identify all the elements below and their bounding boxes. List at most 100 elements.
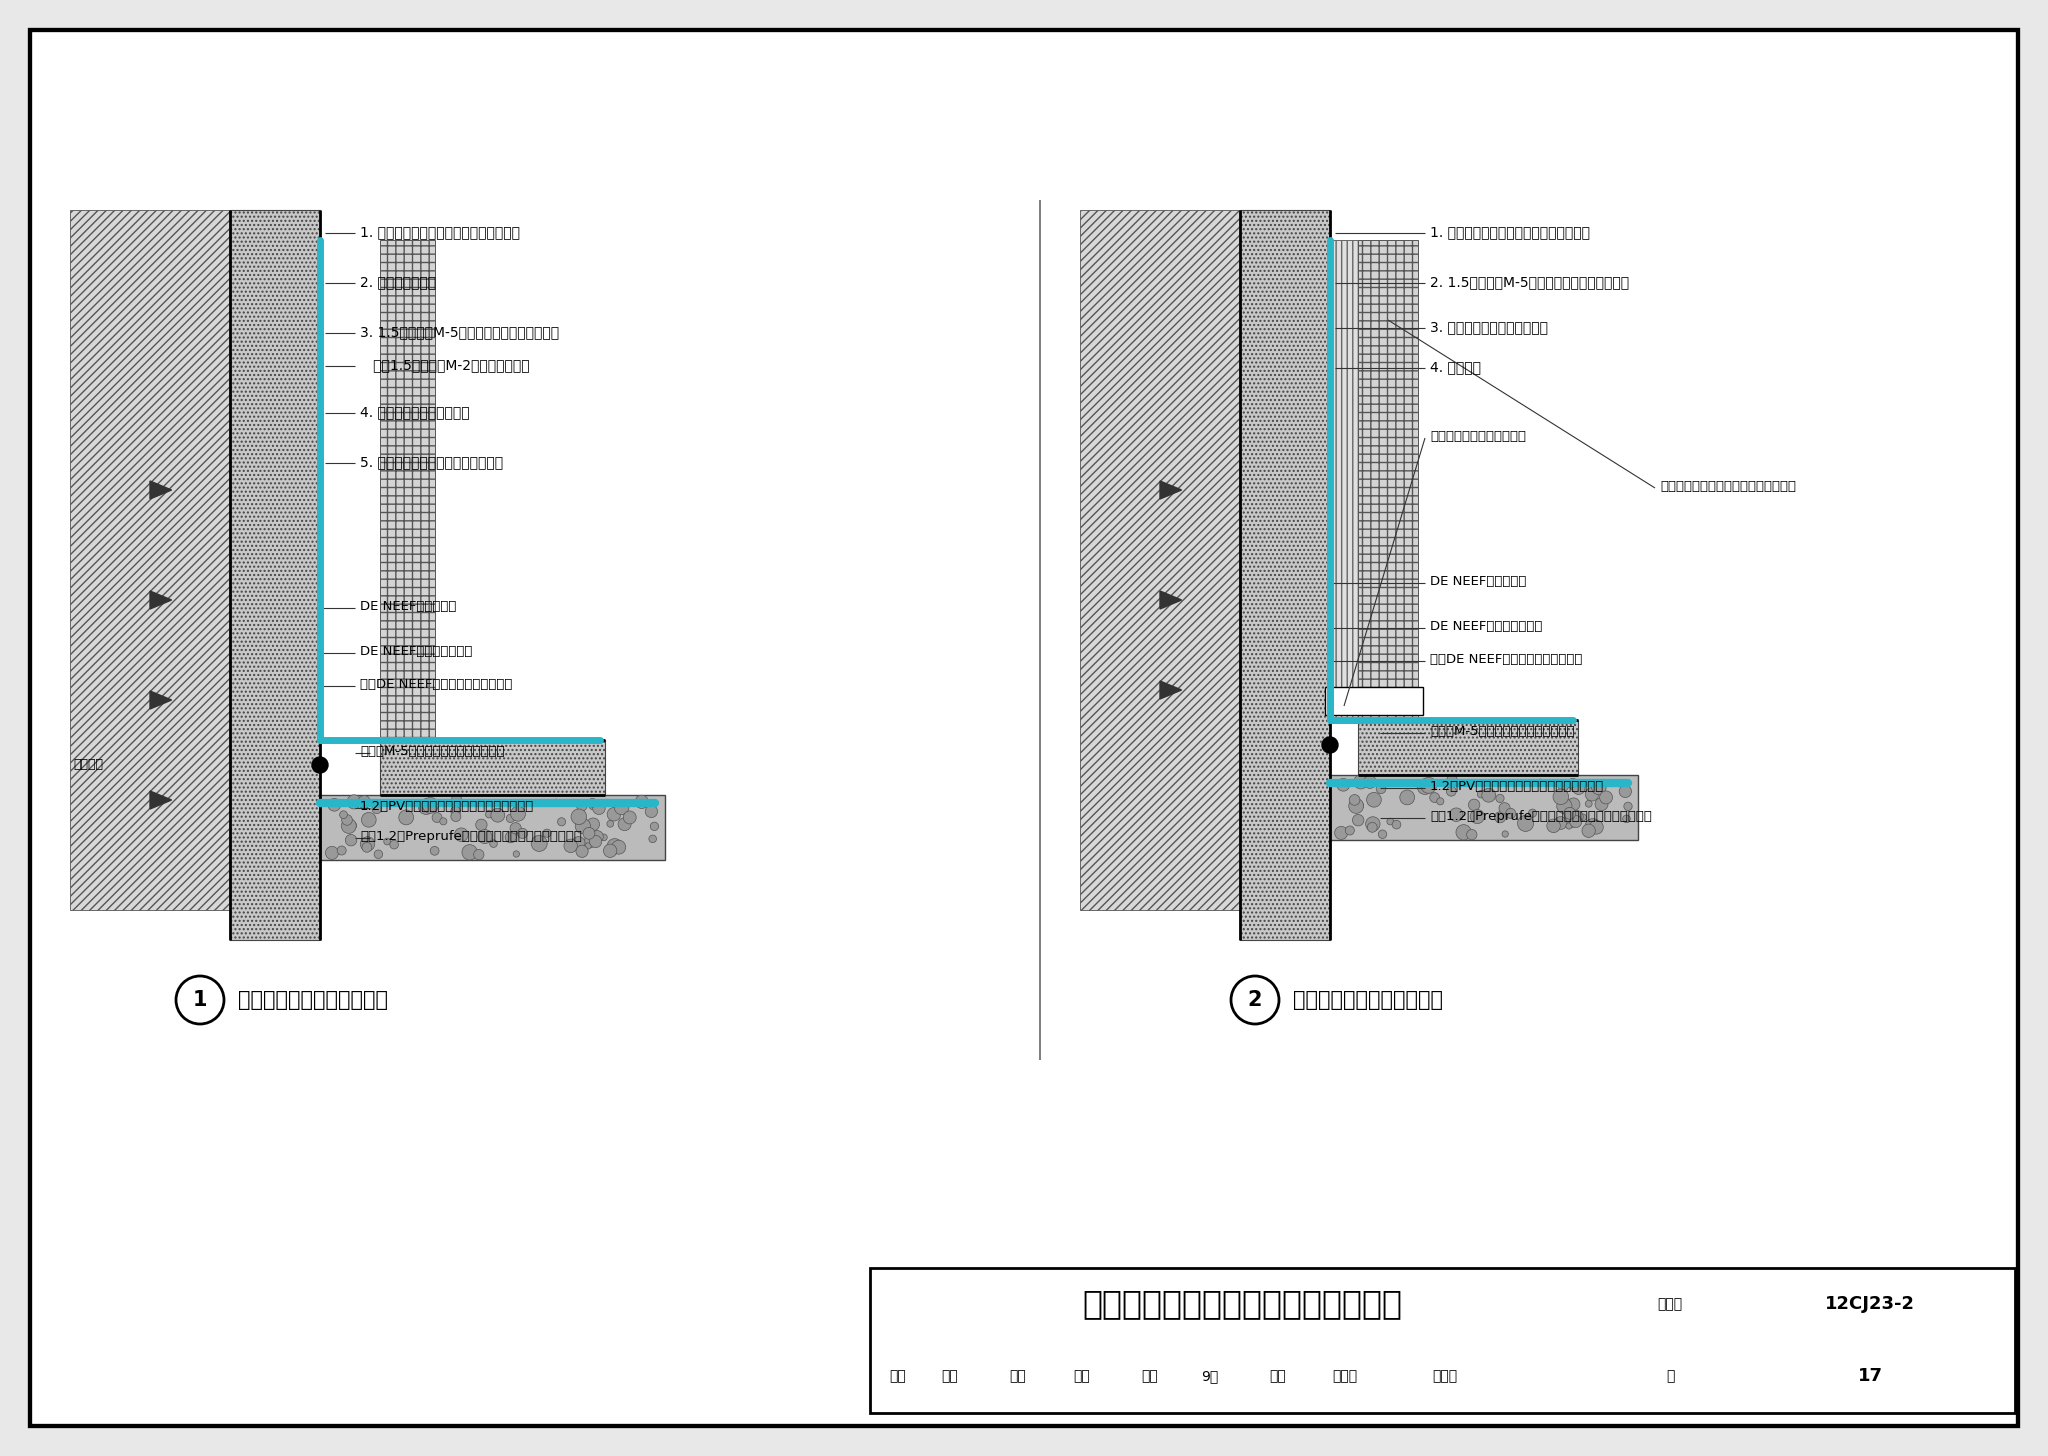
Circle shape	[451, 811, 461, 821]
Circle shape	[1620, 785, 1632, 798]
Circle shape	[1399, 791, 1415, 805]
Circle shape	[590, 836, 602, 847]
Circle shape	[571, 837, 586, 849]
Text: （或1.5厚格永得M-2复合防水涂料）: （或1.5厚格永得M-2复合防水涂料）	[360, 358, 530, 371]
Circle shape	[1378, 830, 1386, 839]
Circle shape	[1622, 815, 1630, 823]
Circle shape	[584, 836, 596, 847]
Polygon shape	[1159, 591, 1182, 609]
Circle shape	[1505, 808, 1516, 818]
Circle shape	[606, 820, 614, 827]
Circle shape	[1350, 798, 1364, 814]
Bar	[229, 210, 319, 941]
Circle shape	[1499, 802, 1509, 814]
Circle shape	[586, 843, 592, 849]
Circle shape	[623, 811, 637, 824]
Circle shape	[1495, 795, 1503, 802]
Circle shape	[422, 798, 438, 814]
Polygon shape	[150, 591, 172, 609]
Circle shape	[1350, 795, 1360, 805]
Circle shape	[1585, 801, 1591, 807]
Circle shape	[1393, 820, 1401, 828]
Circle shape	[1567, 823, 1573, 828]
Text: 5. 离壁衬套砖墙（见具体工程设计）: 5. 离壁衬套砖墙（见具体工程设计）	[360, 454, 504, 469]
Circle shape	[1567, 798, 1579, 811]
Circle shape	[1546, 820, 1561, 833]
Circle shape	[475, 820, 487, 830]
Circle shape	[1556, 798, 1573, 814]
Circle shape	[1585, 818, 1599, 834]
Bar	[870, 1268, 2015, 1412]
Circle shape	[1591, 780, 1606, 795]
Polygon shape	[1159, 480, 1182, 499]
Circle shape	[1589, 820, 1604, 834]
Circle shape	[1430, 792, 1440, 802]
Text: 格永得M-5水泥基渗透结晶型防水材料: 格永得M-5水泥基渗透结晶型防水材料	[1430, 725, 1575, 738]
Circle shape	[1231, 976, 1280, 1024]
Circle shape	[1421, 778, 1436, 794]
Circle shape	[1477, 791, 1485, 798]
Circle shape	[571, 810, 586, 824]
Circle shape	[1518, 815, 1534, 831]
Circle shape	[563, 839, 578, 853]
Circle shape	[1573, 782, 1585, 795]
Circle shape	[1565, 815, 1577, 828]
Circle shape	[1552, 789, 1569, 805]
Circle shape	[584, 826, 592, 834]
Circle shape	[614, 804, 625, 814]
Circle shape	[399, 810, 414, 824]
Circle shape	[1565, 808, 1575, 820]
Text: 2. 水泥砂浆找平层: 2. 水泥砂浆找平层	[360, 275, 436, 288]
Circle shape	[543, 828, 551, 837]
Circle shape	[1366, 817, 1380, 831]
Circle shape	[1354, 775, 1368, 789]
Circle shape	[358, 795, 371, 808]
Bar	[70, 210, 229, 910]
Text: 4. 内衬砖墙: 4. 内衬砖墙	[1430, 360, 1481, 374]
Circle shape	[1569, 815, 1581, 827]
Text: DE NEEF预埋注浆管: DE NEEF预埋注浆管	[1430, 575, 1526, 588]
Circle shape	[1495, 812, 1505, 823]
Circle shape	[1599, 791, 1612, 804]
Text: 审核: 审核	[889, 1369, 907, 1383]
Circle shape	[506, 831, 516, 843]
Circle shape	[1528, 810, 1536, 817]
Circle shape	[473, 849, 483, 860]
Text: 1. 自防水地下连续墙（见具体工程设计）: 1. 自防水地下连续墙（见具体工程设计）	[360, 226, 520, 239]
Text: 蔡总龙: 蔡总龙	[1432, 1369, 1458, 1383]
Circle shape	[311, 757, 328, 773]
Circle shape	[506, 814, 514, 823]
Circle shape	[1501, 831, 1507, 837]
Text: 1.2厚PV系列预铺式高分子自粘胶膜防水卷材: 1.2厚PV系列预铺式高分子自粘胶膜防水卷材	[1430, 780, 1604, 794]
Circle shape	[373, 804, 381, 814]
Polygon shape	[150, 692, 172, 709]
Circle shape	[1565, 807, 1573, 814]
Circle shape	[553, 799, 559, 805]
Text: （或1.2厚Preprufe预铺式高分子自粘胶膜防水卷材）: （或1.2厚Preprufe预铺式高分子自粘胶膜防水卷材）	[1430, 810, 1653, 823]
Circle shape	[1569, 780, 1579, 789]
Circle shape	[1571, 811, 1583, 823]
Text: DE NEEF遇水膨胀止水胶: DE NEEF遇水膨胀止水胶	[360, 645, 473, 658]
Circle shape	[588, 818, 600, 831]
Circle shape	[340, 811, 348, 818]
Circle shape	[592, 830, 604, 843]
Circle shape	[1364, 776, 1376, 788]
Text: 图集号: 图集号	[1657, 1297, 1683, 1310]
Circle shape	[485, 811, 494, 818]
Circle shape	[518, 828, 528, 839]
Bar	[381, 740, 604, 795]
Bar	[1358, 721, 1579, 775]
Circle shape	[430, 846, 438, 855]
Text: 设计: 设计	[1270, 1369, 1286, 1383]
Circle shape	[588, 801, 598, 810]
Text: 1: 1	[193, 990, 207, 1010]
Circle shape	[635, 795, 649, 808]
Text: 页: 页	[1665, 1369, 1673, 1383]
Circle shape	[514, 850, 520, 858]
Circle shape	[328, 798, 340, 811]
Text: 2. 1.5厚格永得M-5水泥基渗透结晶型防水材料: 2. 1.5厚格永得M-5水泥基渗透结晶型防水材料	[1430, 275, 1628, 288]
Circle shape	[1591, 785, 1602, 794]
Text: 2: 2	[1247, 990, 1262, 1010]
Circle shape	[455, 828, 469, 842]
Circle shape	[389, 840, 399, 849]
